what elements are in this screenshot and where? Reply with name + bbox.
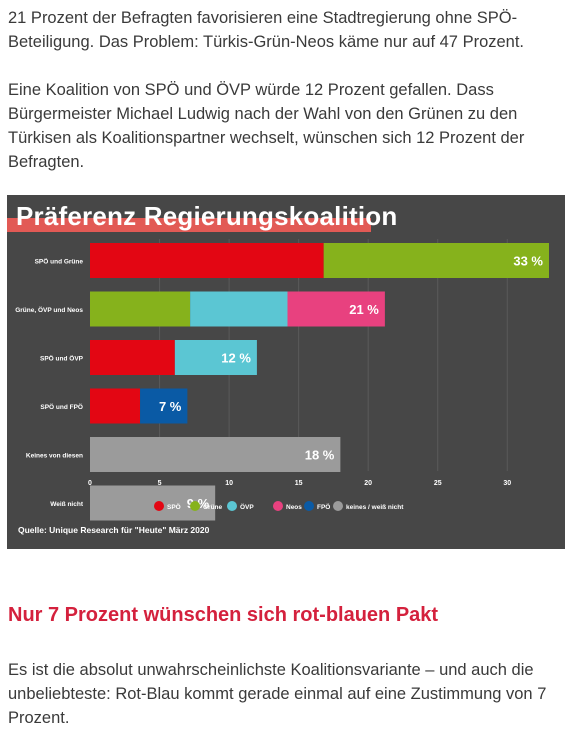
coalition-chart: Präferenz Regierungskoalition SPÖ und Gr… [7, 195, 565, 549]
bar-segment [90, 437, 341, 472]
bar-segment [323, 243, 549, 278]
bar-segment [190, 291, 288, 327]
chart-plot: SPÖ und Grüne 33 % Grüne, ÖVP und Neos 21 %… [15, 239, 549, 535]
tick-label: 0 [88, 480, 92, 487]
legend-label: keines / weiß nicht [346, 504, 404, 511]
tick-label: 25 [434, 480, 442, 487]
bar-segment [90, 243, 324, 278]
chart-source: Quelle: Unique Research für "Heute" März… [18, 525, 210, 535]
legend-label: Neos [286, 504, 302, 511]
tick-label: 5 [158, 480, 162, 487]
chart-title-band [7, 218, 371, 232]
legend-swatch [227, 501, 237, 511]
tick-label: 30 [503, 480, 511, 487]
category-label: Weiß nicht [50, 501, 84, 508]
data-label: 7 % [159, 399, 182, 414]
legend-label: FPÖ [317, 502, 330, 511]
legend-swatch [190, 501, 200, 511]
bar-segment [174, 340, 257, 375]
article-paragraph-3: Es ist die absolut unwahrscheinlichste K… [8, 661, 547, 727]
data-label: 18 % [305, 448, 335, 463]
legend-swatch [154, 501, 164, 511]
legend-label: SPÖ [167, 502, 181, 511]
data-label: 21 % [349, 302, 379, 317]
bar-segment [90, 388, 141, 424]
tick-label: 20 [364, 480, 372, 487]
bar-segment [90, 291, 191, 327]
bar-segment [287, 291, 385, 327]
bar-segment [90, 340, 175, 375]
chart-title: Präferenz Regierungskoalition [16, 201, 398, 231]
bar-segment [140, 388, 188, 424]
category-label: SPÖ und Grüne [35, 257, 84, 266]
article-paragraph-1: 21 Prozent der Befragten favorisieren ei… [8, 9, 525, 51]
category-label: SPÖ und ÖVP [40, 354, 84, 363]
category-label: Grüne, ÖVP und Neos [15, 305, 83, 314]
data-label: 33 % [513, 254, 543, 269]
section-heading: Nur 7 Prozent wünschen sich rot-blauen P… [8, 604, 439, 626]
article-paragraph-2: Eine Koalition von SPÖ und ÖVP würde 12 … [8, 81, 525, 171]
data-label: 12 % [221, 351, 251, 366]
legend-label: Grüne [203, 504, 223, 511]
category-label: Keines von diesen [26, 453, 83, 460]
category-label: SPÖ und FPÖ [40, 402, 83, 411]
legend-swatch [273, 501, 283, 511]
tick-label: 15 [295, 480, 303, 487]
legend-swatch [333, 501, 343, 511]
legend-swatch [304, 501, 314, 511]
legend-label: ÖVP [240, 502, 254, 511]
tick-label: 10 [225, 480, 233, 487]
